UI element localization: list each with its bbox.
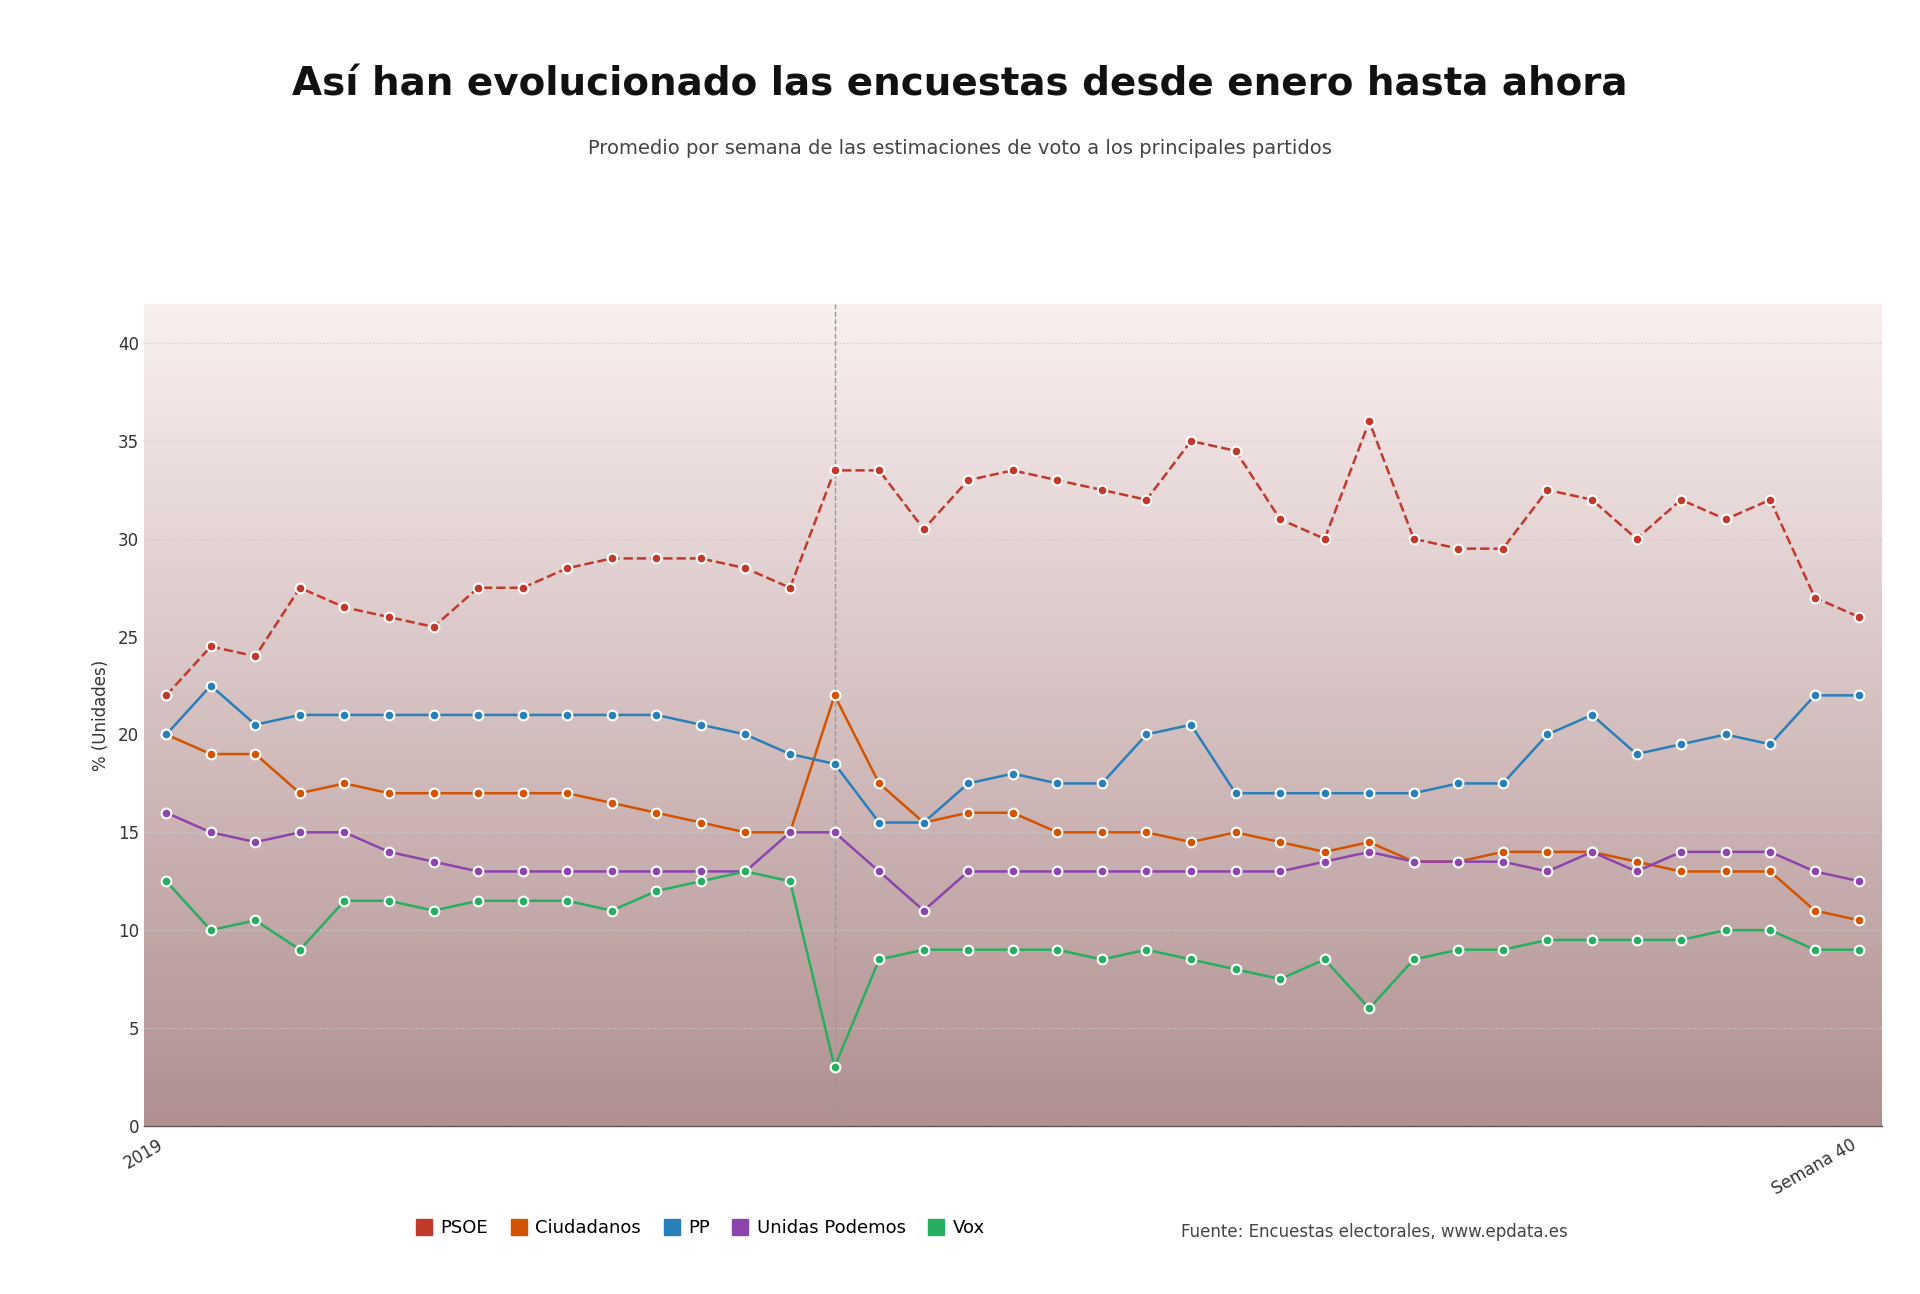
Text: Así han evolucionado las encuestas desde enero hasta ahora: Así han evolucionado las encuestas desde… bbox=[292, 65, 1628, 104]
Text: Promedio por semana de las estimaciones de voto a los principales partidos: Promedio por semana de las estimaciones … bbox=[588, 140, 1332, 158]
Y-axis label: % (Unidades): % (Unidades) bbox=[92, 660, 109, 770]
Legend: PSOE, Ciudadanos, PP, Unidas Podemos, Vox: PSOE, Ciudadanos, PP, Unidas Podemos, Vo… bbox=[409, 1211, 993, 1244]
Text: Fuente: Encuestas electorales, www.epdata.es: Fuente: Encuestas electorales, www.epdat… bbox=[1181, 1223, 1567, 1241]
